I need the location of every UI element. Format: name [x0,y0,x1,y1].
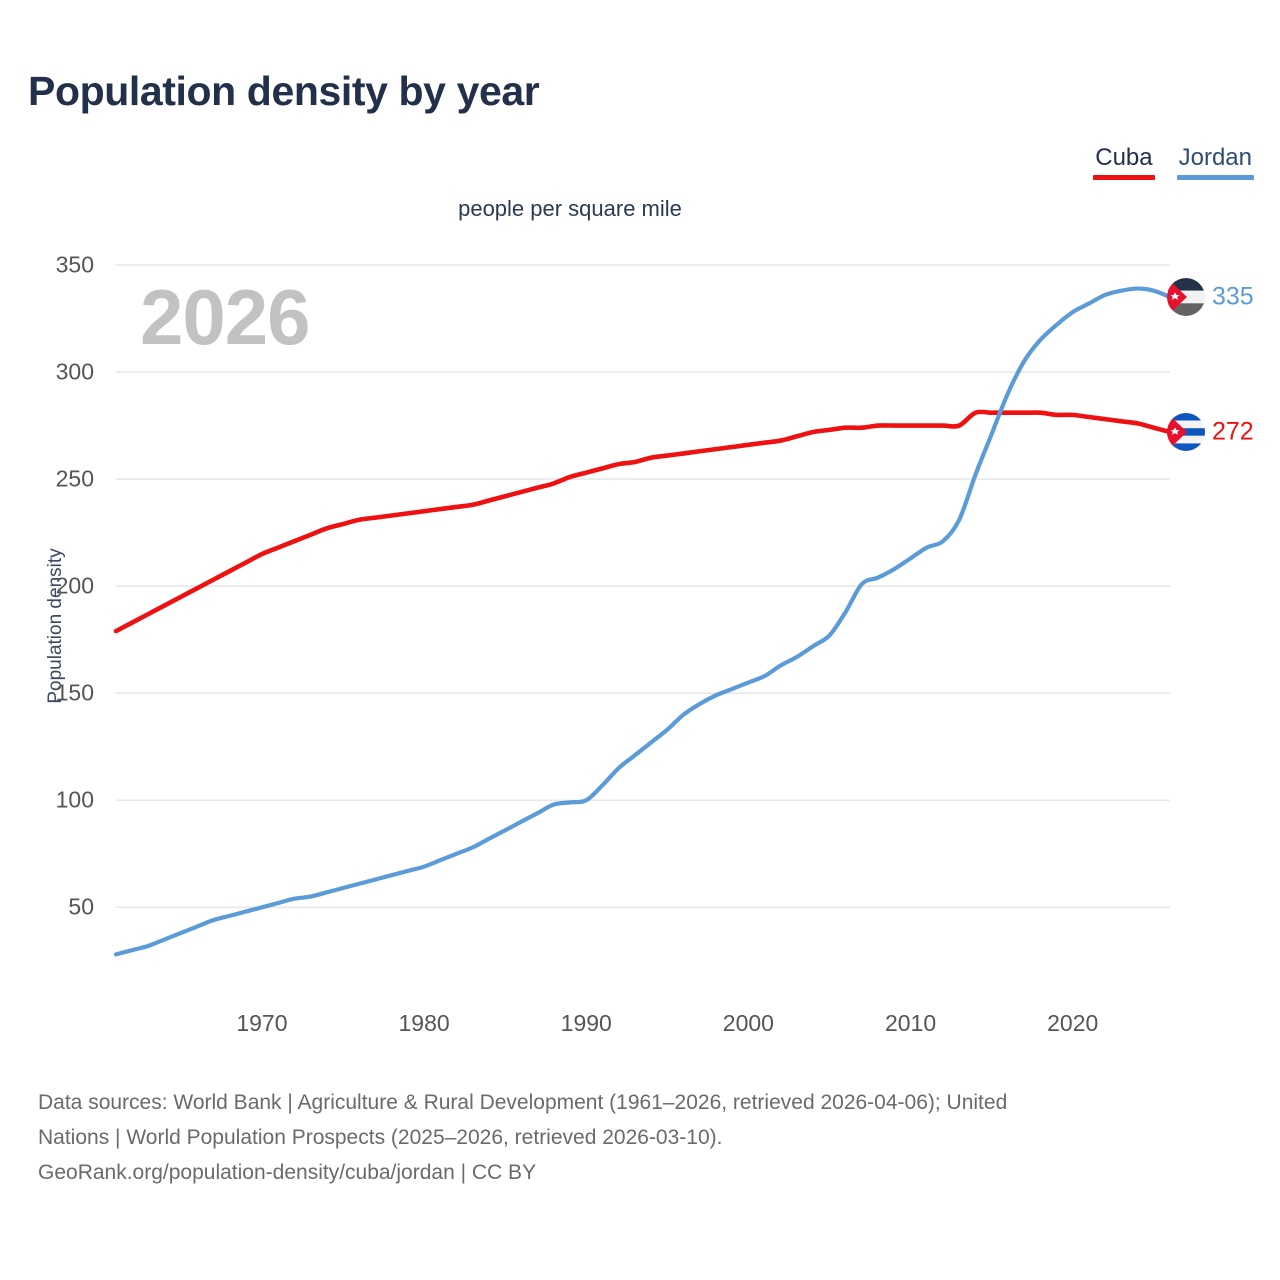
series-line-jordan [113,286,1173,957]
y-axis-tick: 150 [55,679,94,706]
cuba-end-value: 272 [1212,417,1254,446]
footer-line-1: Data sources: World Bank | Agriculture &… [38,1091,1008,1114]
chart-legend: Cuba Jordan [1093,144,1254,180]
x-axis-tick: 1990 [560,1010,612,1036]
legend-color-swatch-jordan [1176,175,1254,180]
legend-color-swatch-cuba [1093,175,1155,180]
footer-line-3: GeoRank.org/population-density/cuba/jord… [38,1161,537,1184]
y-axis-tick: 200 [55,572,94,599]
page-title: Population density by year [28,68,540,114]
chart-footer: Data sources: World Bank | Agriculture &… [38,1085,1253,1190]
y-axis-tick: 100 [55,786,94,813]
y-axis-tick: 350 [55,251,94,278]
x-axis-tick: 1980 [398,1010,450,1036]
legend-item-cuba[interactable]: Cuba [1093,144,1155,180]
footer-line-2: Nations | World Population Prospects (20… [38,1126,723,1149]
year-watermark: 2026 [140,273,311,361]
jordan-flag-icon [1167,278,1205,317]
y-axis-tick: 300 [55,358,94,385]
x-axis-tick: 2020 [1047,1010,1099,1036]
chart-subtitle: people per square mile [458,196,682,221]
x-axis-tick: 2000 [722,1010,774,1036]
y-axis-tick: 250 [55,465,94,492]
x-axis-tick: 2010 [884,1010,937,1036]
x-axis-tick: 1970 [236,1010,288,1036]
legend-label-cuba: Cuba [1095,144,1153,171]
cuba-flag-icon [1167,412,1205,451]
legend-item-jordan[interactable]: Jordan [1176,144,1254,180]
jordan-end-value: 335 [1212,282,1254,311]
series-line-cuba [113,409,1173,634]
y-axis-tick: 50 [68,893,94,920]
legend-label-jordan: Jordan [1178,144,1252,171]
